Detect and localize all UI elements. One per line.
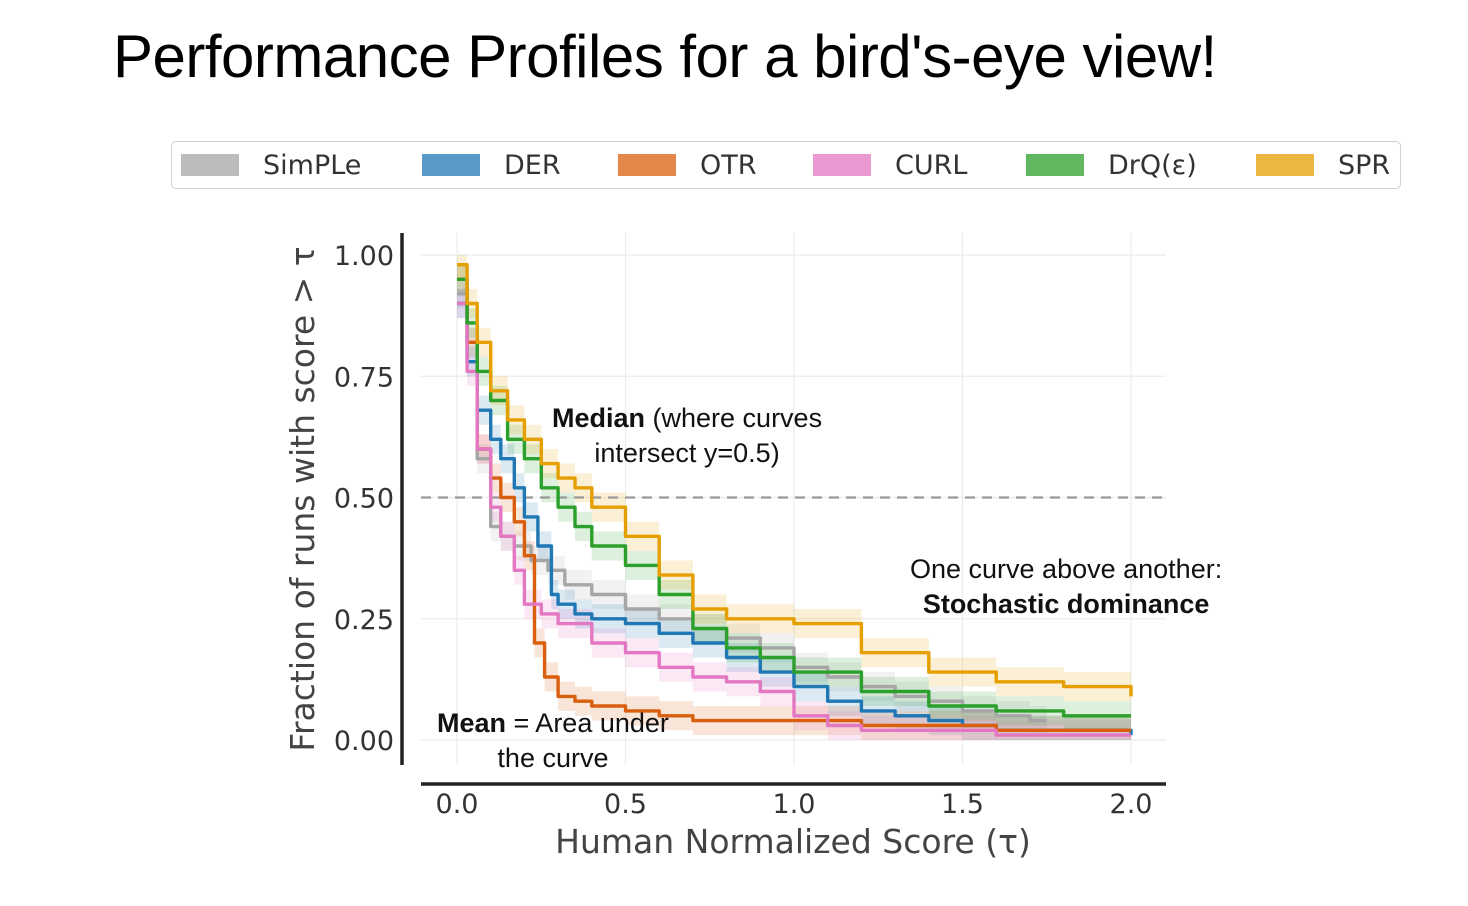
legend-label-curl: CURL	[895, 149, 968, 181]
dominance-annotation-text-1: One curve above another:	[910, 554, 1223, 584]
line-curl	[457, 301, 1131, 737]
y-tick-label-1: 0.25	[334, 605, 394, 636]
x-tick-label-1: 0.5	[604, 789, 647, 820]
y-tick-label-4: 1.00	[334, 241, 394, 272]
legend-label-der: DER	[504, 149, 561, 181]
line-spr	[457, 263, 1133, 697]
tick-labels: 0.0 0.5 1.0 1.5 2.0 0.00 0.25 0.50 0.75 1.00	[334, 241, 1153, 820]
median-annotation-text-2: intersect y=0.5)	[594, 438, 780, 468]
legend-label-simple: SimPLe	[263, 149, 362, 181]
legend-swatch-otr	[618, 154, 676, 176]
legend-item-der: DER	[422, 149, 561, 181]
legend-item-spr: SPR	[1256, 149, 1390, 181]
mean-annotation: Mean = Area under the curve	[437, 706, 669, 776]
slide-title: Performance Profiles for a bird's-eye vi…	[113, 23, 1217, 90]
y-tick-label-2: 0.50	[334, 484, 394, 515]
mean-annotation-text-1: = Area under	[506, 708, 669, 738]
y-tick-label-0: 0.00	[334, 726, 394, 757]
legend-label-drq: DrQ(ε)	[1108, 149, 1197, 181]
x-tick-label-0: 0.0	[436, 789, 479, 820]
median-annotation: Median (where curves intersect y=0.5)	[552, 401, 822, 471]
legend-swatch-curl	[813, 154, 871, 176]
dominance-annotation: One curve above another: Stochastic domi…	[910, 552, 1222, 622]
mean-annotation-bold: Mean	[437, 708, 507, 738]
legend-swatch-spr	[1256, 154, 1314, 176]
chart-legend: SimPLe DER OTR CURL DrQ(ε) SPR	[171, 141, 1401, 189]
line-drq	[457, 277, 1131, 718]
legend-swatch-der	[422, 154, 480, 176]
median-annotation-text-1: (where curves	[645, 403, 823, 433]
median-annotation-bold: Median	[552, 403, 646, 433]
legend-swatch-simple	[181, 154, 239, 176]
band-simple	[457, 279, 1047, 736]
mean-annotation-text-2: the curve	[497, 743, 609, 773]
x-tick-label-2: 1.0	[773, 789, 816, 820]
series-lines	[457, 263, 1133, 737]
legend-swatch-drq	[1026, 154, 1084, 176]
x-tick-label-3: 1.5	[941, 789, 984, 820]
legend-label-spr: SPR	[1338, 149, 1391, 181]
y-tick-label-3: 0.75	[334, 362, 394, 393]
legend-label-otr: OTR	[700, 149, 757, 181]
x-axis-label: Human Normalized Score (τ)	[555, 822, 1031, 861]
grid-lines	[421, 233, 1166, 765]
legend-item-drq: DrQ(ε)	[1026, 149, 1197, 181]
dominance-annotation-bold: Stochastic dominance	[922, 589, 1210, 619]
x-tick-label-4: 2.0	[1110, 789, 1153, 820]
band-der	[457, 288, 1131, 740]
legend-item-otr: OTR	[618, 149, 757, 181]
y-axis-label: Fraction of runs with score > τ	[283, 246, 322, 751]
legend-item-simple: SimPLe	[181, 149, 361, 181]
legend-item-curl: CURL	[813, 149, 967, 181]
line-der	[457, 301, 1133, 736]
